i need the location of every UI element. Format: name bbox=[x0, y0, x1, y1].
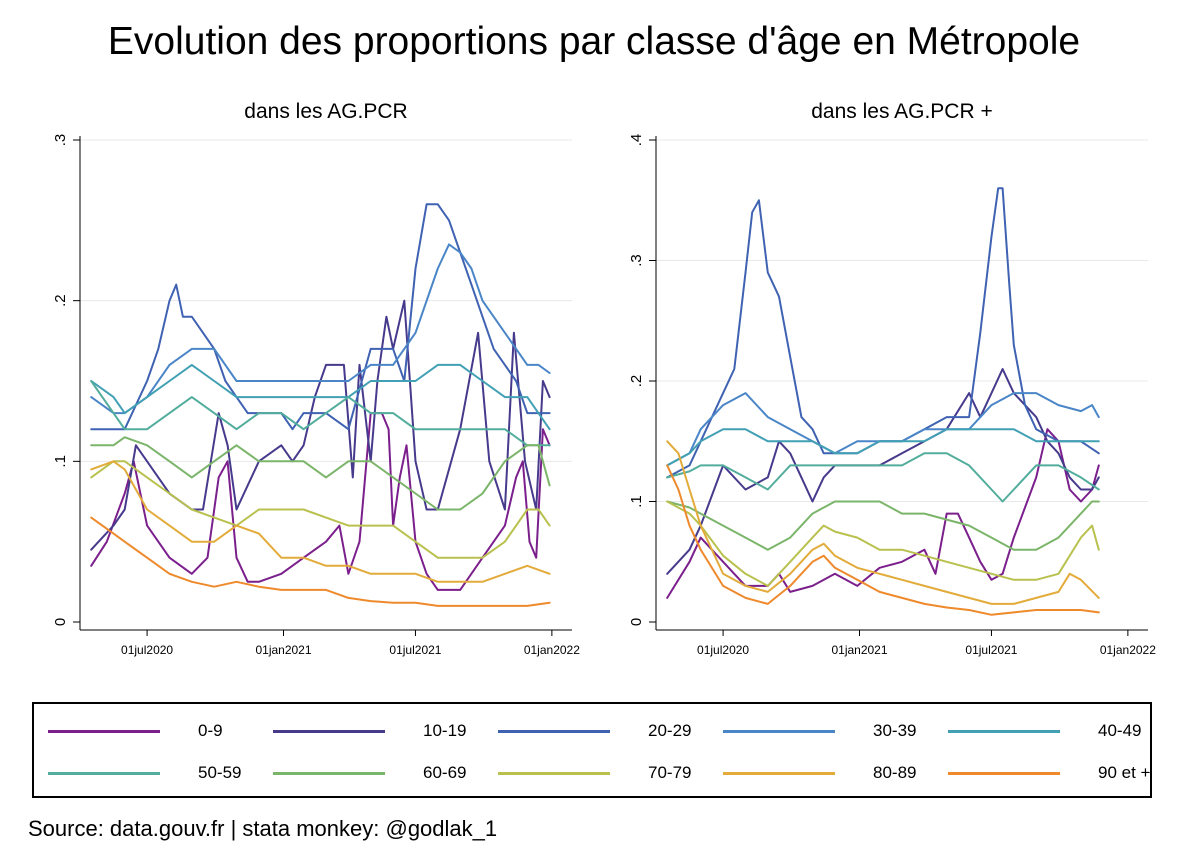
legend-label: 30-39 bbox=[873, 721, 917, 740]
y-tick-label: .4 bbox=[628, 134, 645, 147]
legend-swatch bbox=[273, 772, 385, 775]
series-line-90-et bbox=[666, 464, 1100, 616]
legend: 0-9 10-19 20-29 30-39 40-49 50-59 60-69 70-79 80… bbox=[32, 702, 1152, 798]
x-tick-label: 01jul2020 bbox=[121, 643, 173, 657]
legend-swatch bbox=[498, 772, 610, 775]
legend-label: 60-69 bbox=[423, 763, 467, 782]
legend-swatch bbox=[948, 772, 1060, 775]
legend-label: 40-49 bbox=[1098, 721, 1142, 740]
x-tick-label: 01jan2021 bbox=[831, 643, 887, 657]
legend-label: 70-79 bbox=[648, 763, 692, 782]
series-line-0-9 bbox=[666, 428, 1100, 599]
x-tick-label: 01jul2020 bbox=[697, 643, 749, 657]
y-tick-label: 0 bbox=[52, 618, 69, 626]
series-line-80-89 bbox=[90, 460, 551, 583]
y-tick-label: .1 bbox=[52, 455, 69, 468]
series-line-20-29 bbox=[90, 203, 551, 431]
legend-swatch bbox=[48, 772, 160, 775]
series-line-70-79 bbox=[90, 460, 551, 559]
series-line-40-49 bbox=[666, 428, 1100, 467]
y-tick-label: .1 bbox=[628, 495, 645, 508]
series-line-60-69 bbox=[90, 436, 551, 511]
legend-label: 20-29 bbox=[648, 721, 692, 740]
legend-swatch bbox=[723, 772, 835, 775]
legend-swatch bbox=[723, 730, 835, 733]
panel-ag-pcr: dans les AG.PCR 0 .1 .2 .3 01jul2020 01jan2021… bbox=[20, 90, 580, 680]
x-tick-label: 01jul2021 bbox=[389, 643, 441, 657]
panel-ag-pcr-positive: dans les AG.PCR + 0 .1 .2 .3 .4 01jul2020 01jan… bbox=[596, 90, 1156, 680]
series-line-30-39 bbox=[90, 243, 551, 415]
y-tick-label: .3 bbox=[628, 254, 645, 267]
legend-label: 80-89 bbox=[873, 763, 917, 782]
x-tick-label: 01jan2021 bbox=[255, 643, 311, 657]
chart-title: Evolution des proportions par classe d'â… bbox=[107, 20, 1081, 63]
legend-swatch bbox=[948, 730, 1060, 733]
x-tick-label: 01jul2021 bbox=[965, 643, 1017, 657]
panel-title: dans les AG.PCR + bbox=[811, 100, 993, 123]
series-line-80-89 bbox=[666, 440, 1100, 605]
y-tick-label: 0 bbox=[628, 618, 645, 626]
legend-label: 50-59 bbox=[198, 763, 242, 782]
legend-swatch bbox=[273, 730, 385, 733]
legend-label: 10-19 bbox=[423, 721, 467, 740]
source-note: Source: data.gouv.fr | stata monkey: @go… bbox=[28, 816, 498, 841]
series-line-10-19 bbox=[666, 368, 1100, 575]
series-line-50-59 bbox=[666, 452, 1100, 503]
series-line-50-59 bbox=[90, 380, 551, 447]
panel-title: dans les AG.PCR bbox=[244, 100, 407, 123]
y-tick-label: .2 bbox=[628, 375, 645, 388]
series-line-60-69 bbox=[666, 500, 1100, 551]
series-line-0-9 bbox=[90, 412, 551, 591]
chart-ag-pcr-positive: dans les AG.PCR + 0 .1 .2 .3 .4 01jul2020 01jan… bbox=[628, 100, 1156, 657]
legend-swatch bbox=[48, 730, 160, 733]
series-line-90-et bbox=[90, 516, 551, 607]
x-tick-label: 01jan2022 bbox=[524, 643, 580, 657]
chart-ag-pcr: dans les AG.PCR 0 .1 .2 .3 01jul2020 01jan2021… bbox=[52, 100, 580, 657]
series-line-20-29 bbox=[666, 187, 1100, 479]
series-line-40-49 bbox=[90, 363, 551, 431]
legend-label: 90 et + bbox=[1098, 763, 1151, 782]
legend-swatch bbox=[498, 730, 610, 733]
y-tick-label: .3 bbox=[52, 134, 69, 147]
series-line-70-79 bbox=[666, 500, 1100, 587]
legend-label: 0-9 bbox=[198, 721, 223, 740]
x-tick-label: 01jan2022 bbox=[1100, 643, 1156, 657]
y-tick-label: .2 bbox=[52, 294, 69, 307]
